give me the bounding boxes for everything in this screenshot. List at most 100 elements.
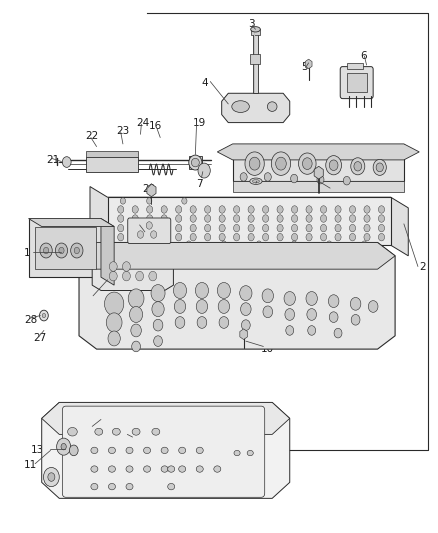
Circle shape xyxy=(283,292,295,305)
Circle shape xyxy=(120,198,125,204)
Circle shape xyxy=(305,224,311,232)
Circle shape xyxy=(363,215,369,222)
Circle shape xyxy=(122,262,130,271)
Bar xyxy=(85,157,138,172)
Bar xyxy=(250,54,259,64)
Circle shape xyxy=(132,206,138,213)
Circle shape xyxy=(350,297,360,310)
Circle shape xyxy=(117,224,124,232)
Ellipse shape xyxy=(91,466,98,472)
Circle shape xyxy=(239,286,251,301)
Circle shape xyxy=(74,247,79,254)
Polygon shape xyxy=(232,144,403,181)
Polygon shape xyxy=(42,402,289,498)
Circle shape xyxy=(57,438,71,455)
Circle shape xyxy=(291,233,297,241)
Ellipse shape xyxy=(108,466,115,472)
Circle shape xyxy=(249,157,259,170)
Circle shape xyxy=(305,233,311,241)
Circle shape xyxy=(153,319,162,331)
Circle shape xyxy=(146,198,152,204)
Circle shape xyxy=(325,156,341,175)
Bar xyxy=(85,151,138,157)
Circle shape xyxy=(291,206,297,213)
Circle shape xyxy=(264,173,271,181)
Circle shape xyxy=(349,206,355,213)
Circle shape xyxy=(128,289,144,308)
Text: 11: 11 xyxy=(24,460,37,470)
Text: 16: 16 xyxy=(149,120,162,131)
Text: 10: 10 xyxy=(261,344,274,354)
Circle shape xyxy=(334,215,340,222)
Circle shape xyxy=(343,176,350,185)
Text: 12: 12 xyxy=(129,435,142,445)
Polygon shape xyxy=(232,181,403,192)
Circle shape xyxy=(146,206,152,213)
Text: 17: 17 xyxy=(24,248,37,258)
Circle shape xyxy=(378,206,384,213)
Circle shape xyxy=(262,306,272,318)
Ellipse shape xyxy=(188,155,201,170)
Circle shape xyxy=(173,282,186,298)
Circle shape xyxy=(378,224,384,232)
Text: 19: 19 xyxy=(193,118,206,127)
Circle shape xyxy=(241,320,250,330)
Polygon shape xyxy=(42,402,289,434)
Circle shape xyxy=(334,224,340,232)
Circle shape xyxy=(328,295,338,308)
Circle shape xyxy=(117,215,124,222)
Circle shape xyxy=(146,222,152,229)
FancyBboxPatch shape xyxy=(62,406,264,497)
Circle shape xyxy=(39,310,48,321)
Ellipse shape xyxy=(196,466,203,472)
Text: 6: 6 xyxy=(359,51,366,61)
Polygon shape xyxy=(101,219,114,285)
Bar xyxy=(251,29,259,35)
Circle shape xyxy=(151,285,165,302)
Circle shape xyxy=(219,224,225,232)
Circle shape xyxy=(350,314,359,325)
Circle shape xyxy=(204,233,210,241)
Circle shape xyxy=(117,206,124,213)
Circle shape xyxy=(219,233,225,241)
Circle shape xyxy=(298,153,315,174)
Circle shape xyxy=(106,313,122,332)
Circle shape xyxy=(174,300,185,313)
Circle shape xyxy=(129,241,134,247)
Ellipse shape xyxy=(126,447,133,454)
Ellipse shape xyxy=(213,466,220,472)
Ellipse shape xyxy=(126,483,133,490)
Ellipse shape xyxy=(167,483,174,490)
Circle shape xyxy=(161,233,167,241)
Text: 5: 5 xyxy=(300,62,307,71)
Circle shape xyxy=(233,233,239,241)
Circle shape xyxy=(59,247,64,254)
Circle shape xyxy=(305,206,311,213)
Circle shape xyxy=(219,215,225,222)
Circle shape xyxy=(217,282,230,298)
Ellipse shape xyxy=(249,178,261,184)
Circle shape xyxy=(291,224,297,232)
Circle shape xyxy=(276,206,283,213)
Circle shape xyxy=(61,443,66,450)
Text: 23: 23 xyxy=(116,126,129,135)
Circle shape xyxy=(378,233,384,241)
Circle shape xyxy=(307,326,315,335)
Circle shape xyxy=(161,224,167,232)
Circle shape xyxy=(43,247,49,254)
Circle shape xyxy=(62,157,71,167)
Circle shape xyxy=(320,206,326,213)
Circle shape xyxy=(175,224,181,232)
Polygon shape xyxy=(79,243,394,349)
Circle shape xyxy=(175,317,184,328)
Ellipse shape xyxy=(161,447,168,454)
Circle shape xyxy=(334,233,340,241)
Circle shape xyxy=(104,292,124,316)
Circle shape xyxy=(367,301,377,312)
Circle shape xyxy=(181,198,187,204)
Ellipse shape xyxy=(196,447,203,454)
Circle shape xyxy=(218,300,229,313)
Circle shape xyxy=(219,317,228,328)
Circle shape xyxy=(198,163,210,178)
Circle shape xyxy=(334,206,340,213)
